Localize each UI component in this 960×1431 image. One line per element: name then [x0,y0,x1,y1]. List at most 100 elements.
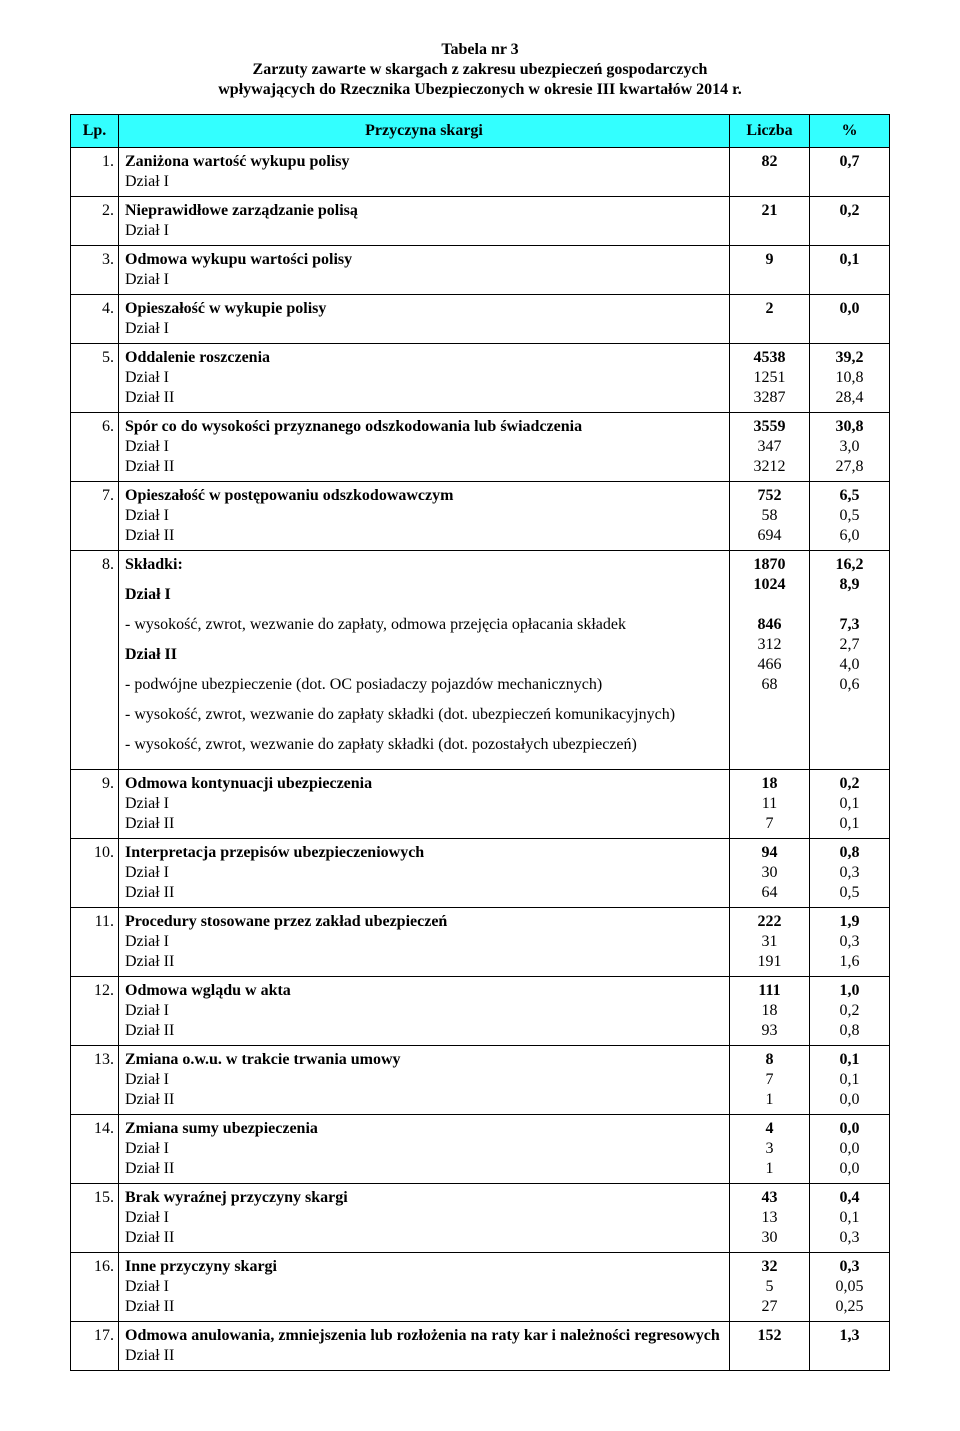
row-desc: Zaniżona wartość wykupu polisyDział I [119,148,730,197]
row-line-pct: 0,1 [816,250,883,270]
row-line-pct [816,172,883,192]
table-row: 7.Opieszałość w postępowaniu odszkodowaw… [71,482,890,551]
row-num: 82 [730,148,810,197]
row-lp: 12. [71,977,119,1046]
row-line-num: 9 [736,250,803,270]
row-line-num: 32 [736,1257,803,1277]
row-line: Dział II [125,952,723,972]
row-line: Odmowa anulowania, zmniejszenia lub rozł… [125,1326,723,1346]
row-lp: 17. [71,1322,119,1371]
row-line-num: 3559 [736,417,803,437]
table-row: 3.Odmowa wykupu wartości polisyDział I9 … [71,246,890,295]
row-line-pct: 0,1 [816,1050,883,1070]
row-desc: Spór co do wysokości przyznanego odszkod… [119,413,730,482]
row-line-num: 191 [736,952,803,972]
row-pct: 39,210,828,4 [810,344,890,413]
row-lp: 16. [71,1253,119,1322]
row-line-pct: 16,2 [816,555,883,575]
row-desc: Opieszałość w wykupie polisyDział I [119,295,730,344]
row-pct: 0,2 [810,197,890,246]
row-num: 35593473212 [730,413,810,482]
row-num: 453812513287 [730,344,810,413]
row-num: 1111893 [730,977,810,1046]
row-line-num: 94 [736,843,803,863]
row-num: 431 [730,1115,810,1184]
row-line-pct: 0,1 [816,794,883,814]
row-line: Dział I [125,863,723,883]
table-row: 13.Zmiana o.w.u. w trakcie trwania umowy… [71,1046,890,1115]
row-line-num: 466 [736,655,803,675]
row-line-pct: 0,1 [816,1208,883,1228]
row-line-num: 21 [736,201,803,221]
row-line: Nieprawidłowe zarządzanie polisą [125,201,723,221]
row-lp: 11. [71,908,119,977]
row-pct: 0,80,30,5 [810,839,890,908]
row-pct: 1,90,31,6 [810,908,890,977]
row-line-num: 93 [736,1021,803,1041]
row-pct: 0,10,10,0 [810,1046,890,1115]
row-line: Dział I [125,506,723,526]
row-num: 2 [730,295,810,344]
table-row: 15.Brak wyraźnej przyczyny skargiDział I… [71,1184,890,1253]
row-line-num: 1 [736,1159,803,1179]
row-lp: 8. [71,551,119,770]
row-pct: 6,50,56,0 [810,482,890,551]
row-desc: Opieszałość w postępowaniu odszkodowawcz… [119,482,730,551]
data-table: Lp. Przyczyna skargi Liczba % 1.Zaniżona… [70,114,890,1371]
row-line-pct: 27,8 [816,457,883,477]
row-line-pct: 0,8 [816,1021,883,1041]
row-line-num: 13 [736,1208,803,1228]
table-row: 14.Zmiana sumy ubezpieczeniaDział IDział… [71,1115,890,1184]
row-line-num: 1024 [736,575,803,595]
row-line-pct: 0,1 [816,814,883,834]
row-line: Dział I [125,585,723,605]
row-pct: 0,40,10,3 [810,1184,890,1253]
row-desc: Odmowa wglądu w aktaDział IDział II [119,977,730,1046]
row-line-num: 64 [736,883,803,903]
row-line: Dział II [125,1228,723,1248]
row-line-num: 82 [736,152,803,172]
table-row: 11. Procedury stosowane przez zakład ubez… [71,908,890,977]
row-line-pct: 0,8 [816,843,883,863]
row-desc: Zmiana o.w.u. w trakcie trwania umowyDzi… [119,1046,730,1115]
row-line: - wysokość, zwrot, wezwanie do zapłaty s… [125,705,723,725]
title-line-1: Tabela nr 3 [70,40,890,60]
row-line-num [736,595,803,615]
row-line-num: 5 [736,1277,803,1297]
row-desc: Procedury stosowane przez zakład ubezpie… [119,908,730,977]
row-line-num: 27 [736,1297,803,1317]
row-line-num: 68 [736,675,803,695]
row-line: Dział I [125,1070,723,1090]
row-line-pct: 2,7 [816,635,883,655]
row-pct: 0,1 [810,246,890,295]
row-line-num [736,319,803,339]
row-line: Dział II [125,388,723,408]
row-num: 75258694 [730,482,810,551]
row-lp: 14. [71,1115,119,1184]
row-line-pct: 0,7 [816,152,883,172]
row-line: Opieszałość w postępowaniu odszkodowawcz… [125,486,723,506]
row-line-pct: 0,6 [816,675,883,695]
row-desc: Inne przyczyny skargiDział IDział II [119,1253,730,1322]
row-line-pct: 0,5 [816,883,883,903]
table-row: 8. Składki: Dział I - wysokość, zwrot, wezw… [71,551,890,770]
row-line-pct: 4,0 [816,655,883,675]
row-line-pct: 6,5 [816,486,883,506]
row-pct: 0,7 [810,148,890,197]
table-row: 17. Odmowa anulowania, zmniejszenia lub r… [71,1322,890,1371]
row-num: 18701024 84631246668 [730,551,810,770]
row-line: Dział I [125,221,723,241]
row-line: Dział I [125,932,723,952]
row-line-num: 752 [736,486,803,506]
row-line: Składki: [125,555,723,575]
row-line-num: 43 [736,1188,803,1208]
row-line-num: 222 [736,912,803,932]
row-line-num: 7 [736,814,803,834]
row-line: Procedury stosowane przez zakład ubezpie… [125,912,723,932]
row-line-pct: 0,05 [816,1277,883,1297]
row-lp: 9. [71,770,119,839]
row-lp: 10. [71,839,119,908]
row-line: Dział I [125,172,723,192]
header-desc: Przyczyna skargi [119,115,730,148]
row-line-pct: 0,3 [816,1257,883,1277]
